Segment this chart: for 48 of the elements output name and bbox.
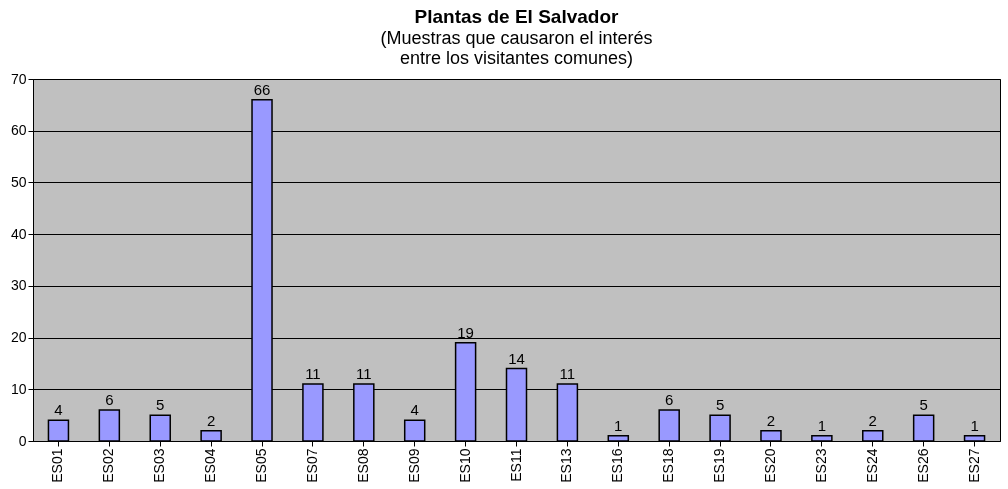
x-tick-label: ES20 <box>761 448 778 483</box>
data-label: 19 <box>457 323 474 341</box>
x-tick-label: ES26 <box>914 448 931 483</box>
data-label: 1 <box>614 416 623 434</box>
x-tick-label: ES13 <box>558 448 575 483</box>
data-label: 1 <box>970 416 979 434</box>
y-tick-label: 50 <box>10 173 27 190</box>
y-tick-label: 70 <box>10 70 27 87</box>
x-tick-label: ES11 <box>507 448 524 482</box>
x-tick-label: ES03 <box>151 448 168 483</box>
y-tick-label: 40 <box>10 225 27 242</box>
y-tick-label: 0 <box>18 432 27 449</box>
y-tick-label: 20 <box>10 329 27 346</box>
x-tick-label: ES24 <box>863 448 880 483</box>
y-tick-label: 10 <box>10 380 27 397</box>
x-tick-label: ES19 <box>711 448 728 483</box>
data-label: 11 <box>559 365 576 383</box>
data-label: 5 <box>156 396 165 414</box>
data-label: 4 <box>54 401 63 419</box>
data-label: 2 <box>766 411 776 429</box>
x-tick-label: ES02 <box>100 448 117 483</box>
y-tick-label: 30 <box>10 277 27 294</box>
x-tick-label: ES07 <box>303 448 320 483</box>
x-tick-label: ES23 <box>812 448 829 483</box>
x-tick-label: ES01 <box>49 448 66 483</box>
x-tick-label: ES10 <box>456 448 473 483</box>
data-label: 4 <box>410 401 419 419</box>
y-tick-label: 60 <box>10 122 27 139</box>
x-tick-label: ES04 <box>202 448 219 483</box>
chart-subtitle: (Muestras que causaron el interés entre los visitantes comunes) <box>380 28 653 68</box>
data-label: 11 <box>356 365 372 383</box>
x-tick-label: ES18 <box>660 448 677 483</box>
data-label: 14 <box>508 349 525 367</box>
data-label: 1 <box>817 416 827 434</box>
data-label: 5 <box>715 396 725 414</box>
x-tick-label: ES27 <box>965 448 982 483</box>
x-tick-label: ES16 <box>609 448 626 483</box>
data-label: 5 <box>919 396 928 414</box>
data-label: 11 <box>305 365 321 383</box>
x-tick-label: ES05 <box>253 448 270 483</box>
data-label: 2 <box>206 411 216 429</box>
chart-title: Plantas de El Salvador <box>414 6 619 27</box>
data-label: 6 <box>665 390 674 408</box>
x-tick-label: ES09 <box>405 448 422 483</box>
data-label: 6 <box>105 390 114 408</box>
x-tick-label: ES08 <box>354 448 371 483</box>
data-label: 2 <box>868 411 877 429</box>
data-label: 66 <box>253 80 271 98</box>
